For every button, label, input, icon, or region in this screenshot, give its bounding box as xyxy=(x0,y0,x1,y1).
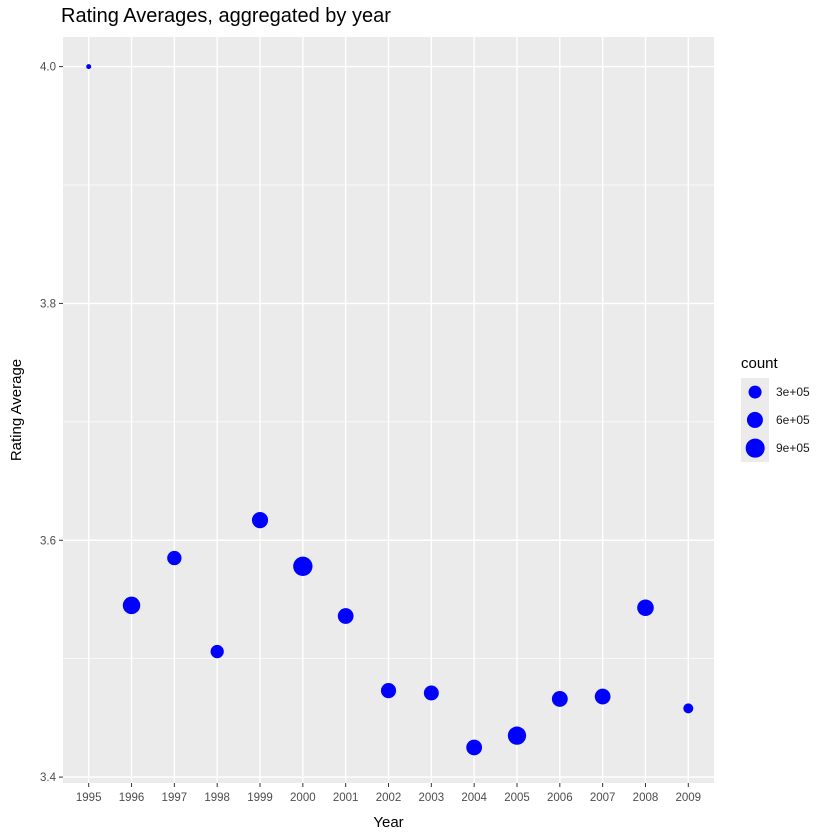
x-tick-label: 2004 xyxy=(461,792,487,804)
legend-dot xyxy=(746,411,764,429)
legend-entry: 3e+05 xyxy=(741,378,836,406)
x-tick-label: 2002 xyxy=(376,792,402,804)
legend-entries: 3e+05 6e+05 9e+05 xyxy=(741,378,836,462)
x-tick-label: 2008 xyxy=(633,792,659,804)
data-point-1999 xyxy=(251,512,269,529)
data-point-2007 xyxy=(594,688,611,705)
data-point-2000 xyxy=(293,556,313,577)
x-tick-label: 2005 xyxy=(504,792,530,804)
x-tick-label: 1996 xyxy=(119,792,145,804)
legend-dot xyxy=(745,438,765,458)
x-tick-label: 2001 xyxy=(333,792,359,804)
legend-label: 6e+05 xyxy=(776,413,810,427)
x-tick-label: 2000 xyxy=(290,792,316,804)
x-tick-label: 2006 xyxy=(547,792,573,804)
data-point-1997 xyxy=(167,550,182,566)
x-tick-label: 2007 xyxy=(590,792,616,804)
data-point-2008 xyxy=(637,599,654,617)
data-point-2004 xyxy=(466,739,483,756)
legend: count 3e+05 6e+05 9e+05 xyxy=(741,355,836,462)
x-tick-label: 1995 xyxy=(76,792,102,804)
y-axis: 3.4 3.6 3.8 4.0 xyxy=(40,62,63,784)
data-point-2009 xyxy=(683,703,694,714)
x-axis-title: Year xyxy=(373,814,403,831)
legend-entry: 9e+05 xyxy=(741,434,836,462)
x-tick-label: 2003 xyxy=(419,792,445,804)
legend-key xyxy=(741,406,769,434)
legend-entry: 6e+05 xyxy=(741,406,836,434)
data-points xyxy=(86,64,694,756)
x-tick-label: 1998 xyxy=(204,792,230,804)
legend-label: 9e+05 xyxy=(776,441,810,455)
data-point-2002 xyxy=(380,683,397,699)
major-gridlines xyxy=(63,37,714,783)
y-tick-label: 4.0 xyxy=(40,62,56,74)
data-point-1995 xyxy=(86,64,92,70)
x-tick-label: 1999 xyxy=(247,792,273,804)
x-tick-label: 1997 xyxy=(162,792,188,804)
y-tick-label: 3.4 xyxy=(40,772,57,784)
x-axis: 1995 1996 1997 1998 1999 2000 2001 2002 2003 2004… xyxy=(76,783,701,804)
legend-dot xyxy=(748,385,762,399)
data-point-1996 xyxy=(122,596,141,615)
data-point-2005 xyxy=(507,726,527,745)
legend-key xyxy=(741,378,769,406)
y-axis-title: Rating Average xyxy=(8,359,25,461)
legend-label: 3e+05 xyxy=(776,385,810,399)
data-point-2001 xyxy=(337,608,354,624)
data-point-1998 xyxy=(210,644,224,659)
legend-key xyxy=(741,434,769,462)
y-tick-label: 3.8 xyxy=(40,298,56,310)
x-tick-label: 2009 xyxy=(676,792,702,804)
data-point-2006 xyxy=(551,690,568,707)
legend-title: count xyxy=(741,355,778,372)
chart-title: Rating Averages, aggregated by year xyxy=(61,5,391,27)
y-tick-label: 3.6 xyxy=(40,535,56,547)
data-point-2003 xyxy=(423,685,439,701)
